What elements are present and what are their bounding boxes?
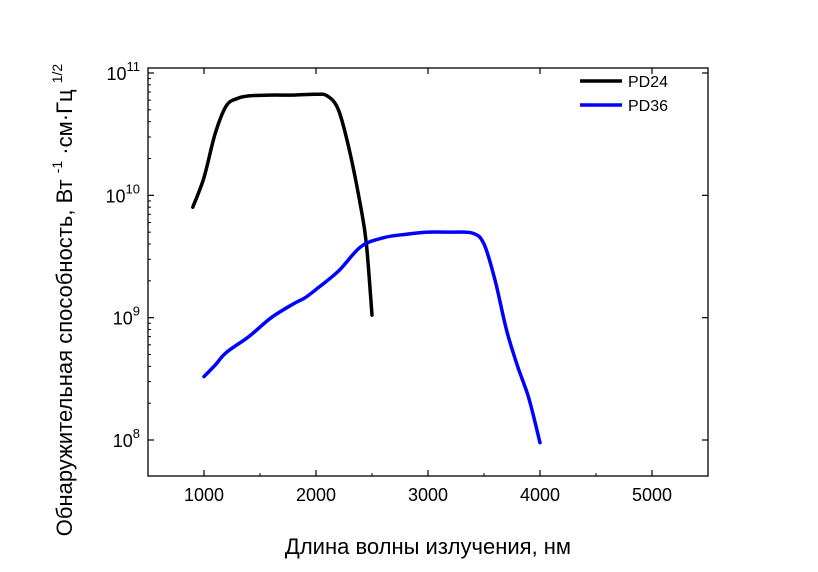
x-tick-label: 3000 bbox=[408, 485, 448, 505]
y-tick-base: 10 bbox=[113, 431, 133, 451]
y-tick-label: 109 bbox=[113, 304, 140, 329]
y-tick-exponent: 10 bbox=[126, 181, 140, 196]
x-tick-label: 1000 bbox=[184, 485, 224, 505]
y-tick-base: 10 bbox=[113, 309, 133, 329]
y-axis-title-main: Обнаружительная способность, Вт bbox=[52, 179, 77, 536]
y-tick-base: 10 bbox=[106, 64, 126, 84]
plot-area-frame bbox=[147, 67, 709, 477]
x-axis-ticks: 1000 2000 3000 4000 5000 bbox=[184, 68, 672, 505]
y-tick-exponent: 8 bbox=[133, 426, 140, 441]
y-axis-title: Обнаружительная способность, Вт -1 ·см·Г… bbox=[42, 64, 77, 537]
y-tick-exponent: 9 bbox=[133, 304, 140, 319]
series-layer bbox=[191, 92, 542, 445]
y-tick-label: 108 bbox=[113, 426, 140, 451]
y-tick-base: 10 bbox=[106, 186, 126, 206]
x-tick-label: 2000 bbox=[296, 485, 336, 505]
y-axis-title-mid: ·см·Гц bbox=[52, 89, 77, 155]
x-tick-label: 5000 bbox=[632, 485, 672, 505]
x-tick-label: 4000 bbox=[520, 485, 560, 505]
legend: PD24 PD36 bbox=[580, 74, 668, 115]
y-tick-exponent: 11 bbox=[127, 59, 141, 74]
legend-label-pd24: PD24 bbox=[628, 74, 668, 91]
y-axis-title-sup2: 1/2 bbox=[49, 64, 65, 84]
series-line-pd24 bbox=[191, 92, 374, 317]
y-tick-label: 1011 bbox=[106, 59, 140, 84]
y-axis-title-sup1: -1 bbox=[49, 161, 65, 174]
x-axis-title: Длина волны излучения, нм bbox=[285, 534, 571, 559]
series-line-pd36 bbox=[202, 230, 542, 445]
y-tick-label: 1010 bbox=[106, 181, 141, 206]
legend-label-pd36: PD36 bbox=[628, 98, 668, 115]
